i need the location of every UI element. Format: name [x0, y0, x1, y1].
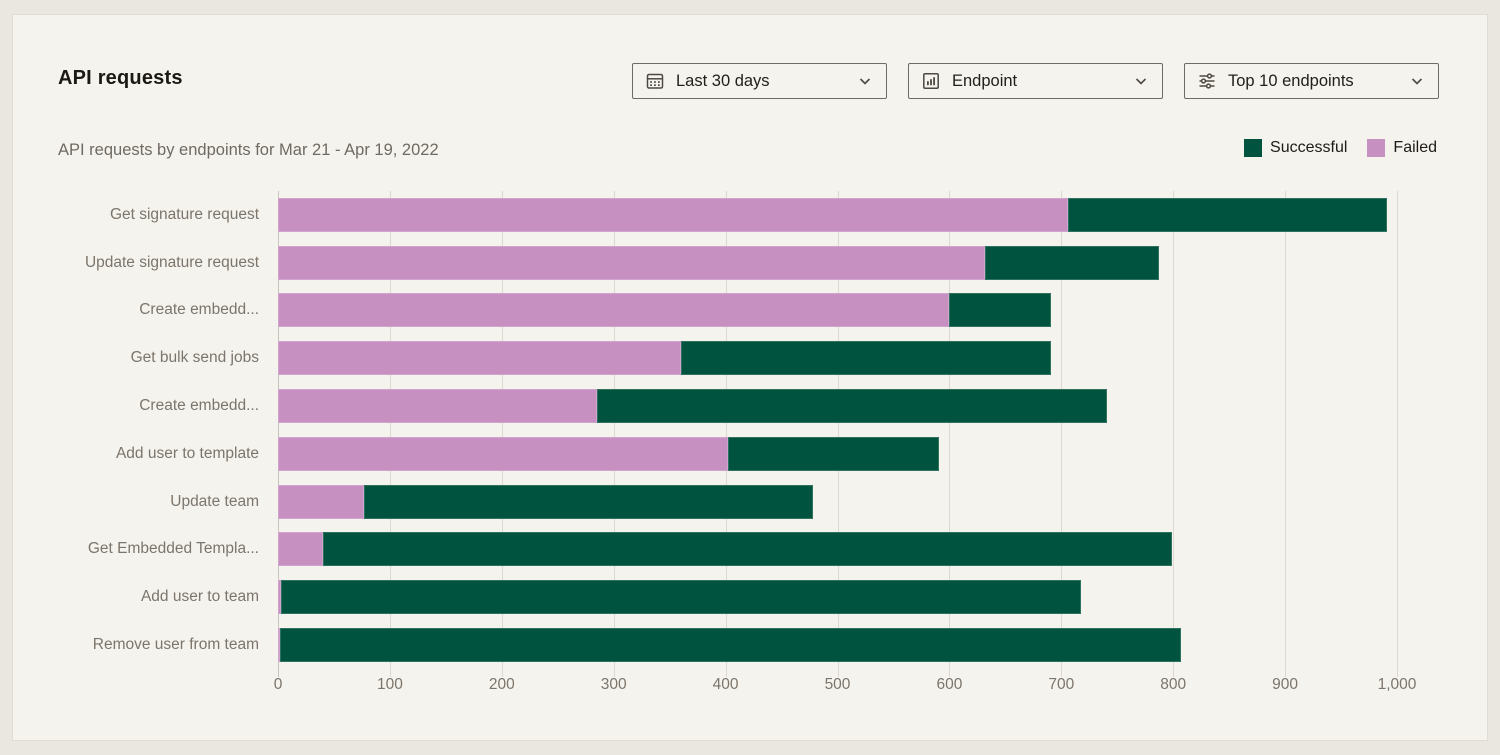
stacked-bar [278, 389, 1397, 424]
gridline [1061, 191, 1063, 677]
bar-segment-successful[interactable] [280, 628, 1182, 663]
chart-row [278, 382, 1397, 430]
successful-swatch [1244, 139, 1263, 157]
x-tick-label: 1,000 [1377, 676, 1417, 693]
bar-segment-successful[interactable] [322, 532, 1173, 567]
bar-segment-successful[interactable] [680, 341, 1052, 376]
plot-area [278, 191, 1398, 677]
y-category-label: Create embedd... [139, 301, 259, 319]
y-category-label: Get bulk send jobs [130, 349, 259, 367]
bar-segment-successful[interactable] [364, 484, 813, 519]
chart-row [278, 191, 1397, 239]
top-endpoints-value: Top 10 endpoints [1228, 71, 1354, 90]
stacked-bar [278, 628, 1397, 663]
chart-row [278, 573, 1397, 621]
chart-row [278, 526, 1397, 574]
y-category-label: Get signature request [109, 205, 259, 223]
y-axis-labels: Get signature request Update signature re… [43, 191, 259, 669]
bar-chart-icon [921, 71, 941, 91]
chart-row [278, 621, 1397, 669]
top-endpoints-dropdown[interactable]: Top 10 endpoints [1184, 63, 1439, 99]
bar-segment-failed[interactable] [278, 245, 986, 280]
gridline [389, 191, 391, 677]
x-tick-label: 800 [1160, 676, 1187, 693]
gridline [1285, 191, 1287, 677]
group-by-value: Endpoint [952, 71, 1018, 90]
x-tick-label: 900 [1272, 676, 1299, 693]
chart-row [278, 239, 1397, 287]
gridline [949, 191, 951, 677]
failed-swatch [1367, 139, 1386, 157]
y-category-label: Create embedd... [139, 397, 259, 415]
bar-segment-failed[interactable] [278, 389, 597, 424]
sliders-icon [1197, 71, 1217, 91]
bar-segment-failed[interactable] [278, 484, 365, 519]
chevron-down-icon [1408, 72, 1426, 90]
chart-row [278, 430, 1397, 478]
gridline [1397, 191, 1398, 677]
date-range-dropdown[interactable]: Last 30 days [632, 63, 887, 99]
gridline [1173, 191, 1175, 677]
bar-segment-successful[interactable] [596, 389, 1108, 424]
x-tick-label: 300 [600, 676, 627, 693]
stacked-bar [278, 436, 1397, 471]
bar-rows [278, 191, 1397, 669]
bar-segment-failed[interactable] [278, 436, 728, 471]
legend-item-successful[interactable]: Successful [1244, 139, 1347, 157]
y-category-label: Update team [170, 492, 259, 510]
chevron-down-icon [856, 72, 874, 90]
y-category-label: Remove user from team [92, 636, 259, 654]
date-range-value: Last 30 days [676, 71, 770, 90]
bar-segment-successful[interactable] [1068, 197, 1387, 232]
bar-segment-failed[interactable] [278, 341, 681, 376]
x-tick-label: 700 [1048, 676, 1075, 693]
x-tick-label: 100 [376, 676, 403, 693]
x-tick-label: 500 [824, 676, 851, 693]
stacked-bar [278, 245, 1397, 280]
gridline [278, 191, 279, 677]
group-by-dropdown[interactable]: Endpoint [908, 63, 1163, 99]
bar-segment-failed[interactable] [278, 197, 1068, 232]
bar-segment-failed[interactable] [278, 580, 282, 615]
calendar-icon [645, 71, 665, 91]
y-category-label: Add user to template [115, 444, 259, 462]
gridline [613, 191, 615, 677]
gridline [725, 191, 727, 677]
api-requests-panel: API requests Last 30 days [12, 14, 1488, 741]
bar-segment-failed[interactable] [278, 628, 281, 663]
stacked-bar [278, 341, 1397, 376]
bar-segment-successful[interactable] [985, 245, 1159, 280]
bar-segment-successful[interactable] [949, 293, 1052, 328]
x-tick-label: 0 [273, 676, 283, 693]
y-category-label: Add user to team [140, 588, 259, 606]
x-axis-labels: 0 100 200 300 400 500 600 700 800 900 1,000 [274, 676, 1417, 696]
stacked-bar [278, 532, 1397, 567]
bar-segment-failed[interactable] [278, 532, 323, 567]
bar-segment-failed[interactable] [278, 293, 950, 328]
gridline [501, 191, 503, 677]
stacked-bar [278, 484, 1397, 519]
chevron-down-icon [1132, 72, 1150, 90]
stacked-bar [278, 197, 1397, 232]
legend-item-failed[interactable]: Failed [1367, 139, 1437, 157]
chart-legend: Successful Failed [1244, 139, 1437, 157]
y-category-label: Update signature request [84, 253, 259, 271]
stacked-bar [278, 580, 1397, 615]
bar-segment-successful[interactable] [281, 580, 1082, 615]
gridline [837, 191, 839, 677]
chart-row [278, 334, 1397, 382]
chart-subtitle: API requests by endpoints for Mar 21 - A… [58, 141, 439, 159]
filter-bar: Last 30 days Endpoint [632, 63, 1439, 99]
bar-segment-successful[interactable] [727, 436, 940, 471]
y-category-label: Get Embedded Templa... [87, 540, 259, 558]
x-tick-label: 200 [488, 676, 515, 693]
chart-row [278, 478, 1397, 526]
stacked-bar [278, 293, 1397, 328]
chart-row [278, 287, 1397, 335]
x-tick-label: 400 [712, 676, 739, 693]
page-title: API requests [58, 67, 183, 89]
x-tick-label: 600 [936, 676, 963, 693]
